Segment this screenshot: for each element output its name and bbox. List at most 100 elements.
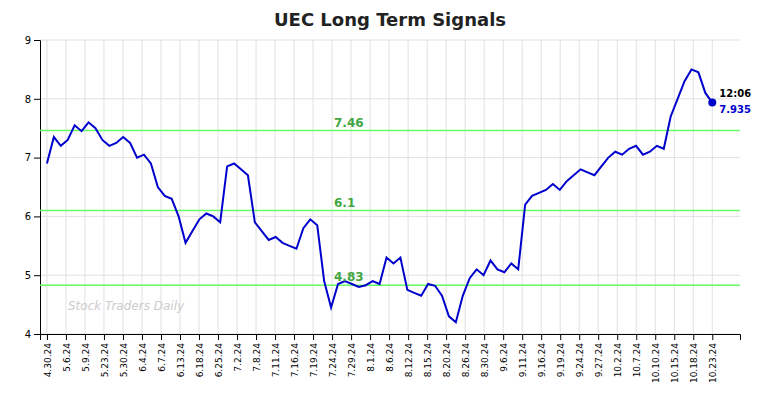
x-tick-label: 5.23.24 — [100, 343, 110, 378]
x-tick: 10.2.24 — [613, 334, 623, 377]
x-tick-mark — [712, 334, 713, 340]
annotation-time: 12:06 — [719, 88, 751, 99]
x-tick: 9.11.24 — [518, 334, 528, 377]
watermark: Stock Traders Daily — [68, 299, 185, 313]
y-tick-label: 9 — [25, 35, 31, 46]
x-tick-label: 5.6.24 — [62, 343, 72, 372]
x-tick-mark — [522, 334, 523, 340]
x-tick: 9.6.24 — [499, 334, 509, 372]
x-tick: 8.26.24 — [461, 334, 471, 377]
grid-line-x — [332, 40, 333, 334]
x-tick-mark — [389, 334, 390, 340]
x-tick-mark — [617, 334, 618, 340]
grid-line-x — [141, 40, 142, 334]
x-tick: 9.19.24 — [556, 334, 566, 377]
x-tick-mark — [693, 334, 694, 340]
grid-line-x — [313, 40, 314, 334]
x-tick: 7.11.24 — [271, 334, 281, 377]
grid-line-x — [294, 40, 295, 334]
grid-line-y — [40, 275, 740, 276]
x-tick-mark — [579, 334, 580, 340]
x-tick-label: 6.4.24 — [138, 343, 148, 372]
y-tick: 7 — [25, 152, 40, 163]
x-tick-mark — [161, 334, 162, 340]
x-tick-mark — [123, 334, 124, 340]
x-tick: 6.18.24 — [195, 334, 205, 377]
y-tick: 4 — [25, 329, 40, 340]
x-tick-mark — [351, 334, 352, 340]
grid-line-x — [484, 40, 485, 334]
x-tick-label: 5.9.24 — [81, 343, 91, 372]
plot-area — [40, 69, 740, 322]
x-tick: 4.30.24 — [43, 334, 53, 377]
x-tick: 10.10.24 — [651, 334, 661, 383]
x-tick: 8.12.24 — [404, 334, 414, 377]
x-tick-label: 10.2.24 — [613, 343, 623, 378]
x-tick: 7.16.24 — [290, 334, 300, 377]
grid-line-x — [427, 40, 428, 334]
grid-line-x — [370, 40, 371, 334]
grid-line-x — [84, 40, 85, 334]
x-tick-mark — [636, 334, 637, 340]
x-tick-label: 9.24.24 — [575, 343, 585, 378]
x-tick-label: 6.25.24 — [214, 343, 224, 378]
x-tick-mark — [503, 334, 504, 340]
x-tick: 10.15.24 — [670, 334, 680, 383]
x-tick: 7.19.24 — [309, 334, 319, 377]
x-tick-mark — [104, 334, 105, 340]
x-tick-mark — [218, 334, 219, 340]
x-tick: 5.30.24 — [119, 334, 129, 377]
x-tick: 5.9.24 — [81, 334, 91, 372]
x-tick-label: 9.27.24 — [594, 343, 604, 378]
grid-line-x — [218, 40, 219, 334]
grid-line-x — [256, 40, 257, 334]
grid-line-x — [579, 40, 580, 334]
x-tick: 8.20.24 — [442, 334, 452, 377]
x-tick: 6.13.24 — [176, 334, 186, 377]
x-tick-mark — [180, 334, 181, 340]
grid-line-x — [351, 40, 352, 334]
x-tick: 8.1.24 — [366, 334, 376, 372]
y-tick: 8 — [25, 94, 40, 105]
grid-line-x — [541, 40, 542, 334]
x-tick: 5.6.24 — [62, 334, 72, 372]
x-tick-mark — [85, 334, 86, 340]
x-tick: 7.29.24 — [347, 334, 357, 377]
signal-line — [40, 210, 740, 212]
x-axis: 4.30.24 5.6.24 5.9.24 5.23.24 5.30.24 6.4.24 6… — [41, 334, 741, 383]
grid-line-x — [522, 40, 523, 334]
x-tick-mark — [66, 334, 67, 340]
grid — [40, 40, 740, 334]
x-tick-mark — [332, 334, 333, 340]
grid-line-x — [160, 40, 161, 334]
y-tick-mark — [34, 99, 40, 100]
x-tick-label: 8.20.24 — [442, 343, 452, 378]
title: UEC Long Term Signals — [274, 9, 506, 30]
x-tick-label: 10.10.24 — [651, 343, 661, 383]
x-tick: 9.24.24 — [575, 334, 585, 377]
x-tick-label: 8.1.24 — [366, 343, 376, 372]
x-tick-mark — [674, 334, 675, 340]
x-tick-label: 9.6.24 — [499, 343, 509, 372]
signal-label: 4.83 — [334, 270, 364, 284]
price-line — [47, 69, 712, 322]
end-point — [708, 99, 716, 107]
x-tick-label: 8.26.24 — [461, 343, 471, 378]
signal-line — [40, 284, 740, 286]
x-tick-label: 9.11.24 — [518, 343, 528, 378]
grid-line-y — [40, 216, 740, 217]
x-tick-label: 8.15.24 — [423, 343, 433, 378]
signal-line — [40, 130, 740, 132]
grid-line-x — [65, 40, 66, 334]
x-tick-label: 6.18.24 — [195, 343, 205, 378]
grid-line-x — [389, 40, 390, 334]
x-tick: 6.7.24 — [157, 334, 167, 372]
y-tick-mark — [34, 275, 40, 276]
x-tick-label: 5.30.24 — [119, 343, 129, 378]
x-tick: 7.24.24 — [328, 334, 338, 377]
grid-line-x — [560, 40, 561, 334]
x-tick-label: 10.23.24 — [708, 343, 718, 383]
x-tick-mark — [237, 334, 238, 340]
grid-line-y — [40, 40, 740, 41]
y-tick-label: 5 — [25, 270, 31, 281]
